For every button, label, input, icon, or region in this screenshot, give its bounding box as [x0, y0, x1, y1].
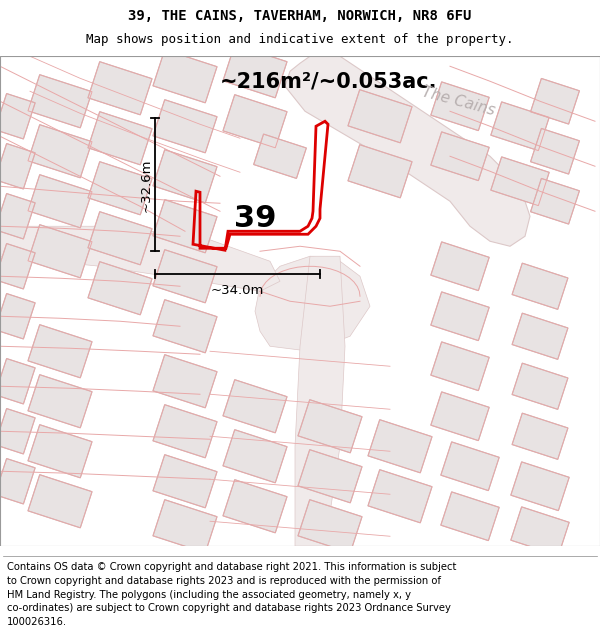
Polygon shape [223, 479, 287, 533]
Polygon shape [298, 449, 362, 503]
Polygon shape [511, 462, 569, 511]
Polygon shape [512, 313, 568, 359]
Polygon shape [153, 404, 217, 458]
Polygon shape [295, 256, 345, 546]
Text: Contains OS data © Crown copyright and database right 2021. This information is : Contains OS data © Crown copyright and d… [7, 562, 457, 625]
Polygon shape [491, 102, 549, 151]
Polygon shape [88, 162, 152, 215]
Polygon shape [153, 454, 217, 508]
Polygon shape [223, 429, 287, 483]
Polygon shape [431, 82, 489, 131]
Polygon shape [431, 342, 489, 391]
Polygon shape [530, 178, 580, 224]
Polygon shape [511, 507, 569, 556]
Polygon shape [530, 78, 580, 124]
Polygon shape [28, 124, 92, 178]
Polygon shape [0, 244, 35, 289]
Polygon shape [512, 263, 568, 309]
Polygon shape [88, 112, 152, 165]
Polygon shape [431, 242, 489, 291]
Polygon shape [298, 499, 362, 553]
Polygon shape [512, 363, 568, 409]
Polygon shape [28, 474, 92, 528]
Polygon shape [431, 292, 489, 341]
Polygon shape [153, 354, 217, 408]
Polygon shape [441, 442, 499, 491]
Polygon shape [88, 212, 152, 265]
Polygon shape [88, 62, 152, 115]
Polygon shape [28, 374, 92, 428]
Polygon shape [153, 49, 217, 103]
Polygon shape [0, 294, 35, 339]
Polygon shape [0, 409, 35, 454]
Polygon shape [153, 499, 217, 553]
Text: 39, THE CAINS, TAVERHAM, NORWICH, NR8 6FU: 39, THE CAINS, TAVERHAM, NORWICH, NR8 6F… [128, 9, 472, 23]
Polygon shape [28, 224, 92, 278]
Polygon shape [223, 379, 287, 433]
Polygon shape [223, 44, 287, 98]
Polygon shape [153, 99, 217, 153]
Polygon shape [0, 226, 280, 291]
Polygon shape [28, 324, 92, 378]
Polygon shape [153, 199, 217, 253]
Text: The Cains: The Cains [420, 84, 496, 118]
Text: ~34.0m: ~34.0m [211, 284, 264, 298]
Polygon shape [512, 413, 568, 459]
Polygon shape [431, 132, 489, 181]
Polygon shape [0, 359, 35, 404]
Polygon shape [368, 469, 432, 523]
Polygon shape [0, 94, 35, 139]
Polygon shape [153, 149, 217, 203]
Polygon shape [285, 56, 530, 246]
Polygon shape [431, 392, 489, 441]
Polygon shape [0, 144, 35, 189]
Polygon shape [348, 144, 412, 198]
Polygon shape [0, 194, 35, 239]
Text: Map shows position and indicative extent of the property.: Map shows position and indicative extent… [86, 33, 514, 46]
Text: ~216m²/~0.053ac.: ~216m²/~0.053ac. [220, 71, 437, 91]
Polygon shape [441, 492, 499, 541]
Polygon shape [254, 134, 307, 178]
Polygon shape [88, 262, 152, 315]
Text: 39: 39 [234, 204, 276, 232]
Polygon shape [28, 424, 92, 478]
Polygon shape [0, 459, 35, 504]
Polygon shape [298, 399, 362, 453]
Polygon shape [28, 174, 92, 228]
Polygon shape [530, 128, 580, 174]
Text: ~32.6m: ~32.6m [139, 158, 152, 211]
Polygon shape [368, 419, 432, 473]
Polygon shape [223, 94, 287, 148]
Polygon shape [255, 256, 370, 351]
Polygon shape [491, 157, 549, 206]
Polygon shape [153, 299, 217, 353]
Polygon shape [348, 89, 412, 143]
Polygon shape [28, 74, 92, 128]
Polygon shape [153, 249, 217, 303]
